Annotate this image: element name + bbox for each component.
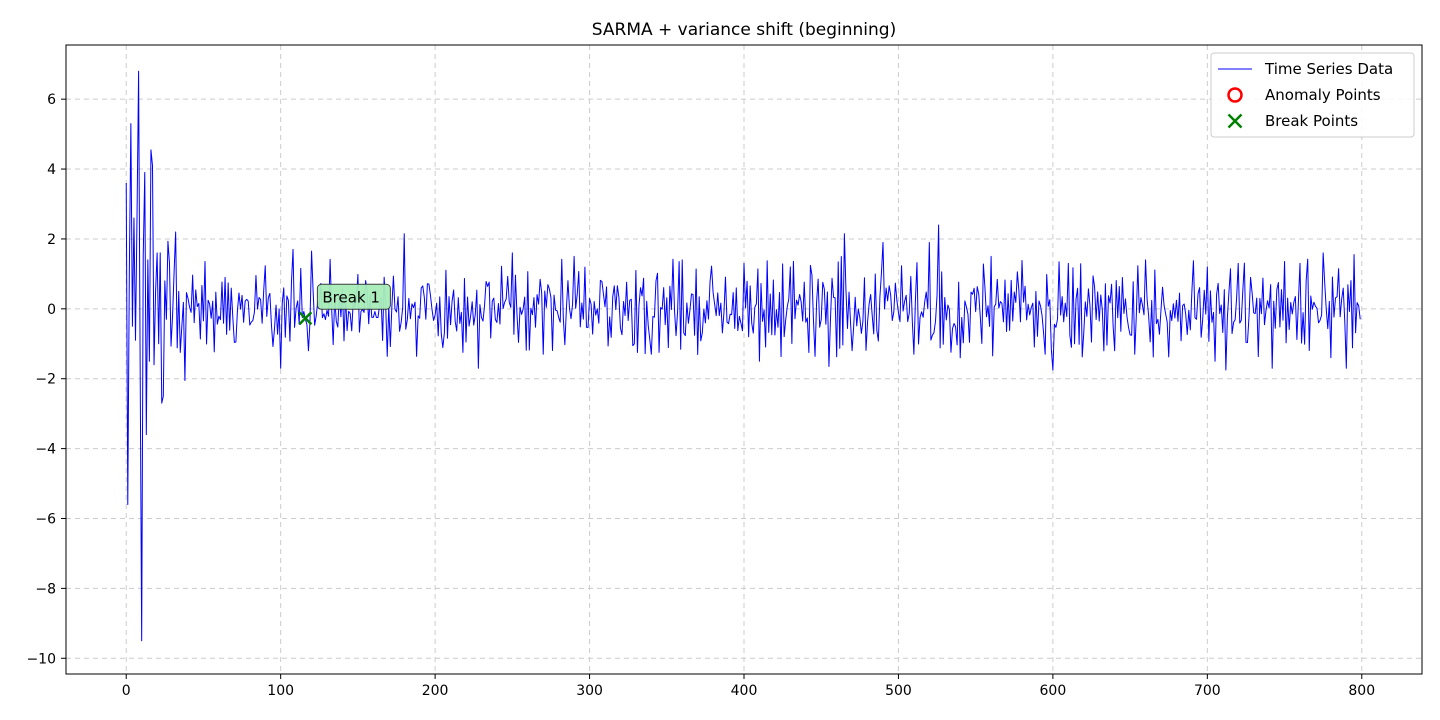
y-tick-label: −2 — [35, 372, 56, 388]
y-tick-label: −10 — [26, 651, 56, 667]
legend-label: Anomaly Points — [1265, 86, 1381, 104]
x-tick-label: 600 — [1040, 683, 1067, 699]
y-tick-label: 4 — [47, 162, 56, 178]
x-tick-label: 400 — [731, 683, 758, 699]
legend-label: Break Points — [1265, 112, 1358, 130]
series-layer — [125, 70, 1361, 642]
x-tick-label: 500 — [885, 683, 912, 699]
legend-x-swatch — [1227, 113, 1243, 129]
x-tick-label: 200 — [422, 683, 449, 699]
y-tick-label: −8 — [35, 581, 56, 597]
legend: Time Series Data Anomaly Points Break Poin… — [1210, 52, 1415, 138]
markers-layer: Break 1 — [298, 283, 391, 326]
legend-box — [1210, 52, 1415, 138]
y-tick-label: −4 — [35, 442, 56, 458]
break-annotation-box — [316, 283, 391, 310]
break-annotation-label: Break 1 — [322, 288, 380, 306]
chart-title: SARMA + variance shift (beginning) — [592, 20, 896, 40]
x-axis: 0 100 200 300 400 500 600 700 800 — [122, 674, 1375, 699]
y-axis: 6 4 2 0 −2 −4 −6 −8 −10 — [26, 92, 66, 667]
legend-circle-swatch — [1227, 87, 1243, 103]
x-tick-label: 0 — [122, 683, 131, 699]
break-point-marker — [298, 311, 313, 326]
legend-label: Time Series Data — [1264, 60, 1393, 78]
y-tick-label: −6 — [35, 511, 56, 527]
y-tick-label: 0 — [47, 302, 56, 318]
x-tick-label: 300 — [576, 683, 603, 699]
y-tick-label: 6 — [47, 92, 56, 108]
y-tick-label: 2 — [47, 232, 56, 248]
x-tick-label: 800 — [1348, 683, 1375, 699]
grid — [66, 45, 1422, 674]
x-tick-label: 100 — [267, 683, 294, 699]
series-line — [125, 70, 1361, 642]
x-tick-label: 700 — [1194, 683, 1221, 699]
